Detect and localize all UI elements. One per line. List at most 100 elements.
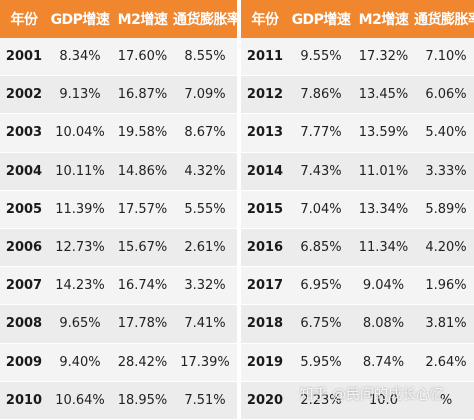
cell-year-right: 2019 [241, 343, 289, 382]
cell-gdp-growth-right: 6.95% [289, 267, 353, 306]
cell-year-right: 2018 [241, 305, 289, 344]
cell-gdp-growth-right: 6.85% [289, 228, 353, 268]
cell-gdp-growth-right: 9.55% [289, 38, 353, 77]
cell-gdp-growth-left: 14.23% [48, 267, 112, 306]
header-gdp-right: GDP增速 [289, 0, 353, 38]
cell-gdp-growth-left: 8.34% [48, 38, 112, 77]
cell-m2-growth-right: 17.32% [353, 38, 414, 77]
cell-gdp-growth-right: 7.04% [289, 190, 353, 229]
cell-m2-growth-left: 17.60% [112, 38, 173, 77]
cell-inflation-left: 8.67% [173, 114, 237, 153]
cell-year-right: 2011 [241, 38, 289, 77]
cell-gdp-growth-right: 7.43% [289, 152, 353, 191]
cell-m2-growth-left: 17.57% [112, 190, 173, 229]
table-row: 2003 10.04% 19.58% 8.67% 2013 7.77% 13.59% 5.40… [0, 114, 474, 153]
header-m2-right: M2增速 [353, 0, 414, 38]
table-row: 2010 10.64% 18.95% 7.51% 2020 2.23% 10.0% [0, 381, 474, 420]
cell-inflation-right: 5.89% [414, 190, 474, 229]
cell-year-right: 2014 [241, 152, 289, 191]
cell-year-left: 2002 [0, 76, 48, 115]
cell-m2-growth-left: 16.87% [112, 76, 173, 115]
cell-m2-growth-left: 14.86% [112, 152, 173, 191]
cell-year-left: 2005 [0, 190, 48, 229]
cell-m2-growth-right: 10.0 [353, 381, 414, 420]
cell-year-left: 2006 [0, 228, 48, 268]
cell-gdp-growth-left: 11.39% [48, 190, 112, 229]
cell-year-right: 2013 [241, 114, 289, 153]
cell-m2-growth-left: 19.58% [112, 114, 173, 153]
header-gdp-left: GDP增速 [48, 0, 112, 38]
header-year-left: 年份 [0, 0, 48, 38]
cell-inflation-right: 4.20% [414, 228, 474, 268]
table-body: 2001 8.34% 17.60% 8.55% 2011 9.55% 17.32% 7.10%… [0, 38, 474, 420]
table-row: 2009 9.40% 28.42% 17.39% 2019 5.95% 8.74% 2.64% [0, 343, 474, 382]
cell-inflation-right: 6.06% [414, 76, 474, 115]
cell-inflation-right: 3.81% [414, 305, 474, 344]
cell-m2-growth-right: 8.08% [353, 305, 414, 344]
cell-m2-growth-right: 13.45% [353, 76, 414, 115]
cell-year-right: 2012 [241, 76, 289, 115]
cell-gdp-growth-left: 9.40% [48, 343, 112, 382]
column-separator [237, 152, 241, 191]
table-row: 2004 10.11% 14.86% 4.32% 2014 7.43% 11.01% 3.33… [0, 152, 474, 191]
column-separator [237, 76, 241, 115]
cell-gdp-growth-left: 10.64% [48, 381, 112, 420]
cell-gdp-growth-right: 2.23% [289, 381, 353, 420]
column-separator [237, 190, 241, 229]
cell-year-left: 2004 [0, 152, 48, 191]
column-separator [237, 228, 241, 268]
cell-inflation-right: 2.64% [414, 343, 474, 382]
cell-m2-growth-right: 8.74% [353, 343, 414, 382]
cell-m2-growth-left: 17.78% [112, 305, 173, 344]
cell-inflation-left: 8.55% [173, 38, 237, 77]
cell-gdp-growth-right: 7.77% [289, 114, 353, 153]
cell-year-left: 2007 [0, 267, 48, 306]
cell-m2-growth-left: 18.95% [112, 381, 173, 420]
cell-inflation-right: 5.40% [414, 114, 474, 153]
column-separator [237, 114, 241, 153]
column-separator [237, 267, 241, 306]
table-row: 2007 14.23% 16.74% 3.32% 2017 6.95% 9.04% 1.96% [0, 267, 474, 306]
cell-m2-growth-right: 9.04% [353, 267, 414, 306]
cell-m2-growth-left: 28.42% [112, 343, 173, 382]
cell-m2-growth-right: 11.34% [353, 228, 414, 268]
cell-m2-growth-left: 15.67% [112, 228, 173, 268]
header-m2-left: M2增速 [112, 0, 173, 38]
cell-gdp-growth-left: 9.65% [48, 305, 112, 344]
cell-inflation-right: 3.33% [414, 152, 474, 191]
cell-inflation-right: 7.10% [414, 38, 474, 77]
cell-year-right: 2016 [241, 228, 289, 268]
cell-inflation-left: 3.32% [173, 267, 237, 306]
table-row: 2001 8.34% 17.60% 8.55% 2011 9.55% 17.32% 7.10% [0, 38, 474, 77]
column-separator [237, 0, 241, 38]
cell-gdp-growth-right: 5.95% [289, 343, 353, 382]
table-row: 2005 11.39% 17.57% 5.55% 2015 7.04% 13.34% 5.89… [0, 190, 474, 229]
cell-inflation-left: 5.55% [173, 190, 237, 229]
cell-year-left: 2009 [0, 343, 48, 382]
cell-inflation-left: 7.51% [173, 381, 237, 420]
cell-inflation-left: 7.41% [173, 305, 237, 344]
cell-inflation-left: 17.39% [173, 343, 237, 382]
header-inflation-right: 通货膨胀率 [414, 0, 474, 38]
cell-year-left: 2003 [0, 114, 48, 153]
cell-gdp-growth-right: 6.75% [289, 305, 353, 344]
cell-m2-growth-right: 11.01% [353, 152, 414, 191]
cell-inflation-right: % [414, 381, 474, 420]
cell-year-right: 2020 [241, 381, 289, 420]
cell-inflation-left: 4.32% [173, 152, 237, 191]
cell-year-left: 2001 [0, 38, 48, 77]
cell-year-left: 2010 [0, 381, 48, 420]
cell-inflation-left: 2.61% [173, 228, 237, 268]
cell-m2-growth-left: 16.74% [112, 267, 173, 306]
cell-year-right: 2017 [241, 267, 289, 306]
cell-gdp-growth-left: 10.04% [48, 114, 112, 153]
table-row: 2006 12.73% 15.67% 2.61% 2016 6.85% 11.34% 4.20… [0, 228, 474, 268]
header-row: 年份 GDP增速 M2增速 通货膨胀率 年份 GDP增速 M2增速 通货膨胀率 [0, 0, 474, 38]
header-year-right: 年份 [241, 0, 289, 38]
table-row: 2002 9.13% 16.87% 7.09% 2012 7.86% 13.45% 6.06% [0, 76, 474, 115]
cell-year-left: 2008 [0, 305, 48, 344]
cell-m2-growth-right: 13.59% [353, 114, 414, 153]
cell-inflation-left: 7.09% [173, 76, 237, 115]
